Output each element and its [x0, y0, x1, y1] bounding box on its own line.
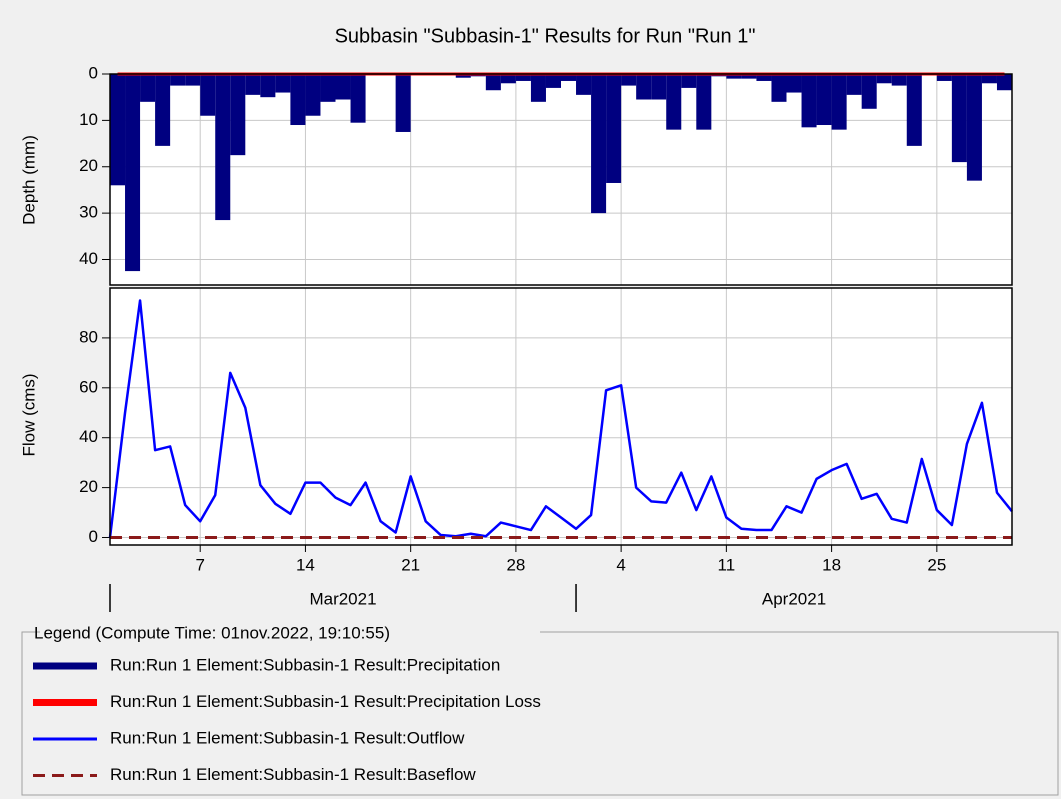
- bar: [320, 74, 336, 102]
- bar: [530, 74, 546, 102]
- bar: [155, 74, 171, 146]
- bar: [726, 74, 742, 79]
- series-line: [108, 299, 1013, 538]
- bar: [200, 74, 216, 116]
- bar: [185, 74, 201, 86]
- month-label: Apr2021: [762, 589, 826, 608]
- bar: [756, 74, 772, 81]
- bar: [861, 74, 877, 109]
- legend: Run:Run 1 Element:Subbasin-1 Result:Prec…: [33, 655, 541, 784]
- plot-area: [110, 74, 1012, 285]
- bar: [636, 74, 652, 100]
- bar: [215, 74, 231, 221]
- bar: [786, 74, 802, 93]
- bar: [230, 74, 246, 156]
- bar: [801, 74, 817, 128]
- bar: [515, 74, 531, 81]
- bar: [771, 74, 787, 102]
- x-tick-label: 18: [822, 555, 841, 574]
- bar: [981, 74, 997, 84]
- y-tick-label: 80: [79, 327, 98, 346]
- bar: [891, 74, 907, 86]
- bar: [545, 74, 561, 88]
- bar: [260, 74, 276, 98]
- bar: [846, 74, 862, 95]
- y-tick-label: 20: [79, 156, 98, 175]
- bar: [290, 74, 306, 126]
- legend-label: Run:Run 1 Element:Subbasin-1 Result:Prec…: [110, 655, 500, 674]
- bar: [455, 74, 471, 78]
- y-tick-label: 30: [79, 203, 98, 222]
- bar: [696, 74, 712, 130]
- bar: [485, 74, 501, 91]
- legend-label: Run:Run 1 Element:Subbasin-1 Result:Prec…: [110, 692, 541, 711]
- legend-label: Run:Run 1 Element:Subbasin-1 Result:Outf…: [110, 728, 465, 747]
- y-tick-label: 0: [89, 63, 98, 82]
- chart-title: Subbasin "Subbasin-1" Results for Run "R…: [335, 25, 756, 47]
- x-tick-label: 14: [296, 555, 315, 574]
- x-tick-label: 25: [927, 555, 946, 574]
- y-axis-label: Depth (mm): [19, 135, 38, 225]
- y-tick-label: 20: [79, 477, 98, 496]
- x-tick-label: 11: [718, 555, 736, 574]
- bar: [561, 74, 577, 81]
- y-tick-label: 0: [89, 527, 98, 546]
- bar: [876, 74, 892, 84]
- x-tick-label: 4: [616, 555, 625, 574]
- month-label: Mar2021: [309, 589, 376, 608]
- bar: [906, 74, 922, 146]
- bar: [335, 74, 351, 100]
- bar: [741, 74, 757, 79]
- plot-area: [110, 288, 1012, 545]
- y-tick-label: 10: [79, 110, 98, 129]
- bar: [996, 74, 1012, 91]
- bar: [966, 74, 982, 181]
- x-tick-label: 28: [506, 555, 525, 574]
- bar: [170, 74, 186, 86]
- plot-border: [109, 287, 1013, 546]
- bar: [621, 74, 637, 86]
- bar: [681, 74, 697, 88]
- bar: [500, 74, 516, 84]
- bar: [110, 74, 126, 186]
- bar: [816, 74, 832, 126]
- y-tick-label: 60: [79, 377, 98, 396]
- bar: [591, 74, 607, 214]
- bar: [125, 74, 141, 272]
- legend-title: Legend (Compute Time: 01nov.2022, 19:10:…: [34, 623, 390, 642]
- bar: [576, 74, 592, 95]
- bar: [305, 74, 321, 116]
- x-tick-label: 21: [401, 555, 420, 574]
- bar: [395, 74, 411, 132]
- bar: [606, 74, 622, 183]
- bar: [140, 74, 156, 102]
- bar: [275, 74, 291, 93]
- bar: [831, 74, 847, 130]
- bar: [350, 74, 366, 123]
- bar: [951, 74, 967, 163]
- bar: [936, 74, 952, 81]
- bar: [651, 74, 667, 100]
- legend-label: Run:Run 1 Element:Subbasin-1 Result:Base…: [110, 765, 476, 784]
- bar: [245, 74, 261, 95]
- plot-border: [109, 73, 1013, 286]
- y-tick-label: 40: [79, 427, 98, 446]
- x-tick-label: 7: [195, 555, 204, 574]
- y-tick-label: 40: [79, 249, 98, 268]
- legend-border: [21, 631, 1059, 796]
- y-axis-label: Flow (cms): [19, 373, 38, 456]
- bar: [666, 74, 682, 130]
